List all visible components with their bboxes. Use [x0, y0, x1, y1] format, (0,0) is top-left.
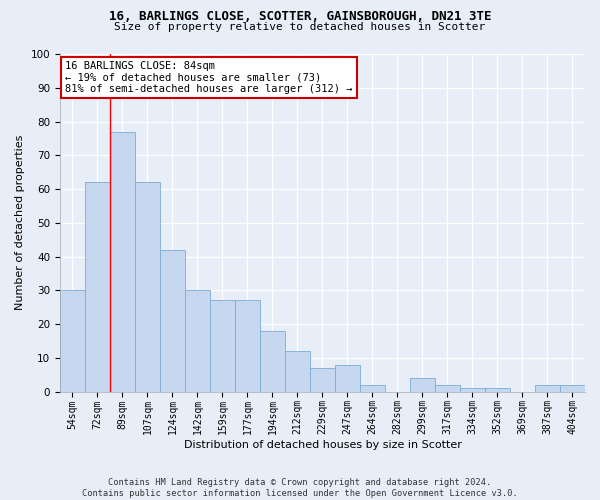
- Text: 16 BARLINGS CLOSE: 84sqm
← 19% of detached houses are smaller (73)
81% of semi-d: 16 BARLINGS CLOSE: 84sqm ← 19% of detach…: [65, 61, 352, 94]
- Y-axis label: Number of detached properties: Number of detached properties: [15, 135, 25, 310]
- Bar: [135, 182, 160, 392]
- Bar: [160, 250, 185, 392]
- Bar: [560, 385, 585, 392]
- Bar: [260, 331, 285, 392]
- Bar: [460, 388, 485, 392]
- Bar: [310, 368, 335, 392]
- Bar: [60, 290, 85, 392]
- Bar: [85, 182, 110, 392]
- Bar: [535, 385, 560, 392]
- Bar: [210, 300, 235, 392]
- Text: Size of property relative to detached houses in Scotter: Size of property relative to detached ho…: [115, 22, 485, 32]
- Bar: [485, 388, 510, 392]
- X-axis label: Distribution of detached houses by size in Scotter: Distribution of detached houses by size …: [184, 440, 461, 450]
- Bar: [285, 351, 310, 392]
- Bar: [335, 364, 360, 392]
- Bar: [410, 378, 435, 392]
- Bar: [360, 385, 385, 392]
- Text: Contains HM Land Registry data © Crown copyright and database right 2024.
Contai: Contains HM Land Registry data © Crown c…: [82, 478, 518, 498]
- Bar: [435, 385, 460, 392]
- Bar: [110, 132, 135, 392]
- Text: 16, BARLINGS CLOSE, SCOTTER, GAINSBOROUGH, DN21 3TE: 16, BARLINGS CLOSE, SCOTTER, GAINSBOROUG…: [109, 10, 491, 23]
- Bar: [185, 290, 210, 392]
- Bar: [235, 300, 260, 392]
